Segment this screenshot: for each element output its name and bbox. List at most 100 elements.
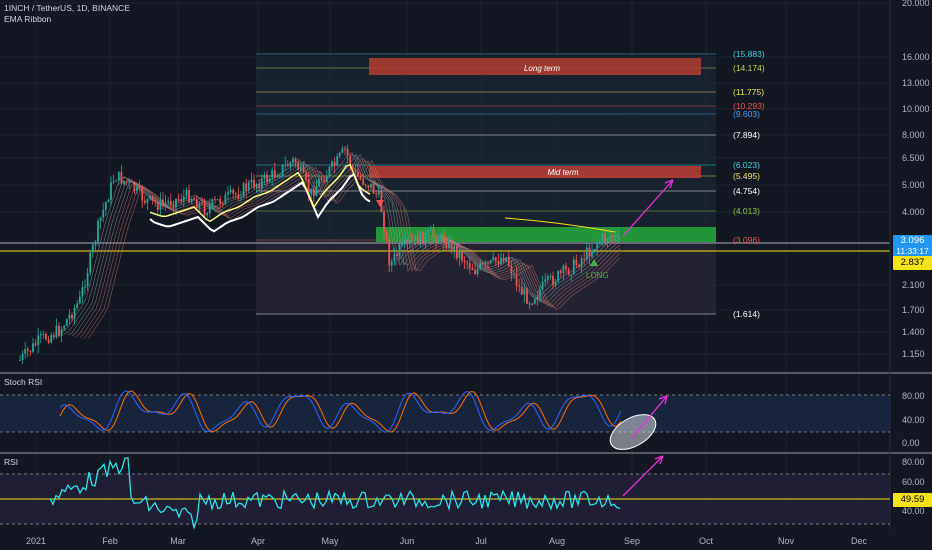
- candle-body: [450, 239, 453, 251]
- candle-body: [435, 237, 437, 244]
- long-term-zone[interactable]: [369, 58, 701, 75]
- candle-body: [531, 303, 534, 305]
- long-term-label: Long term: [524, 64, 560, 73]
- candle-body: [562, 265, 565, 274]
- candle-body: [533, 299, 536, 304]
- candle-body: [29, 350, 32, 352]
- candle-body: [271, 170, 274, 179]
- candle-body: [526, 288, 528, 304]
- price-tick: 2.100: [902, 280, 925, 290]
- rsi-title[interactable]: RSI: [4, 457, 19, 467]
- time-tick: Aug: [549, 536, 565, 546]
- candle-body: [351, 165, 354, 170]
- symbol-title[interactable]: 1INCH / TetherUS, 1D, BINANCE: [4, 3, 130, 13]
- candle-body: [570, 274, 573, 276]
- candle-body: [580, 258, 583, 267]
- candle-body: [281, 164, 284, 176]
- candle-body: [349, 155, 352, 166]
- candle-body: [411, 239, 414, 241]
- candle-body: [336, 155, 339, 166]
- candle-body: [383, 211, 385, 233]
- candle-body: [344, 148, 346, 150]
- fib-level-label: (14.174): [733, 63, 765, 73]
- candle-body: [182, 196, 185, 202]
- rsi-tick: 80.00: [902, 457, 925, 467]
- candle-body: [104, 202, 107, 210]
- rsi-tick: 60.00: [902, 477, 925, 487]
- candle-body: [422, 231, 424, 245]
- candle-body: [557, 270, 560, 282]
- candle-body: [68, 314, 71, 320]
- fib-level-label: (1.614): [733, 309, 760, 319]
- time-tick: 2021: [26, 536, 46, 546]
- price-tick: 13.000: [902, 78, 930, 88]
- price-tick: 5.000: [902, 180, 925, 190]
- candle-body: [71, 314, 73, 319]
- time-tick: Dec: [851, 536, 868, 546]
- candle-body: [401, 242, 404, 245]
- stoch-arrow[interactable]: [630, 395, 668, 440]
- candle-body: [234, 193, 237, 195]
- time-axis[interactable]: 2021 Feb Mar Apr May Jun Jul Aug Sep Oct Nov Dec: [26, 536, 868, 546]
- candle-body: [572, 259, 575, 275]
- candle-body: [84, 286, 86, 288]
- candle-body: [286, 164, 289, 167]
- rsi-arrow[interactable]: [622, 455, 664, 497]
- support-zone[interactable]: [376, 227, 716, 242]
- candle-body: [463, 260, 466, 263]
- candle-body: [219, 199, 222, 204]
- candle-body: [536, 297, 539, 300]
- candle-body: [149, 195, 151, 199]
- candle-body: [167, 201, 170, 203]
- candle-body: [110, 182, 112, 201]
- candle-body: [253, 179, 255, 188]
- indicator-title[interactable]: EMA Ribbon: [4, 14, 52, 24]
- price-tick: 8.000: [902, 130, 925, 140]
- candle-body: [546, 276, 549, 280]
- candle-body: [346, 148, 349, 156]
- candle-body: [364, 184, 367, 186]
- candle-body: [552, 276, 554, 286]
- candle-body: [331, 161, 333, 168]
- price-target-arrow[interactable]: [622, 179, 674, 237]
- candle-body: [206, 213, 209, 216]
- long-marker-icon: [590, 259, 598, 266]
- mid-term-zone[interactable]: [369, 166, 701, 178]
- candle-body: [180, 199, 183, 202]
- candle-body: [188, 189, 190, 203]
- price-axis[interactable]: 20.000 16.000 13.000 10.000 8.000 6.500 5.000 4…: [902, 0, 930, 516]
- candle-body: [453, 245, 456, 251]
- candle-body: [292, 158, 294, 163]
- candle-body: [138, 186, 141, 188]
- candle-body: [448, 239, 450, 248]
- mid-term-label: Mid term: [547, 168, 578, 177]
- candle-body: [151, 195, 154, 200]
- candle-body: [146, 198, 149, 203]
- yellow-curve: [504, 217, 616, 233]
- candle-body: [255, 183, 258, 188]
- price-tick: 20.000: [902, 0, 930, 8]
- stoch-title[interactable]: Stoch RSI: [4, 377, 43, 387]
- candle-body: [375, 193, 378, 195]
- candle-body: [175, 198, 177, 208]
- candle-body: [489, 260, 492, 264]
- candle-body: [81, 287, 84, 297]
- candle-body: [227, 192, 229, 195]
- candle-body: [385, 232, 388, 240]
- yellow-level-badge: 2.837: [893, 256, 932, 270]
- candle-body: [393, 253, 396, 262]
- candle-body: [354, 169, 357, 172]
- candle-body: [224, 194, 227, 205]
- candle-body: [245, 183, 248, 191]
- candle-body: [268, 178, 271, 183]
- candle-body: [91, 244, 94, 253]
- candle-body: [481, 263, 484, 265]
- candle-body: [310, 188, 313, 195]
- candle-body: [299, 166, 302, 170]
- candle-body: [107, 200, 110, 203]
- candle-body: [432, 229, 435, 238]
- candle-body: [497, 261, 500, 265]
- candle-body: [63, 325, 66, 330]
- candle-body: [440, 233, 443, 241]
